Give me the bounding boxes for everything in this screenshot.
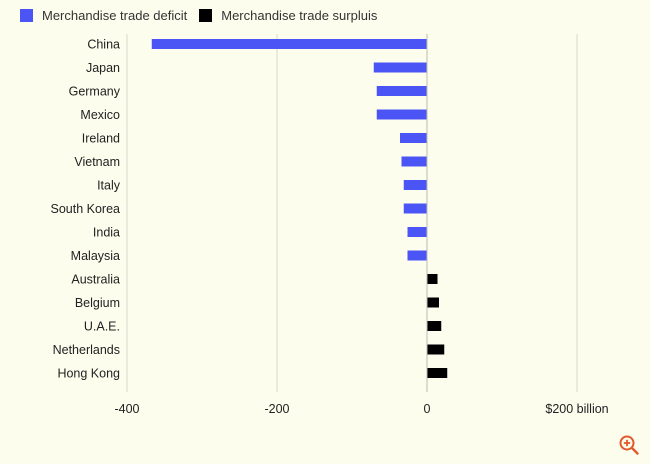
category-label: U.A.E. (84, 320, 120, 334)
bar (427, 274, 438, 284)
legend-label-surplus: Merchandise trade surpluis (221, 7, 378, 23)
category-label: Japan (86, 61, 120, 75)
category-label: Italy (97, 179, 121, 193)
bar (376, 109, 427, 120)
bar (403, 180, 427, 190)
bar (403, 203, 427, 214)
legend-item-surplus: Merchandise trade surpluis (199, 8, 377, 23)
category-label: China (87, 38, 120, 52)
x-tick-label: 0 (424, 402, 431, 416)
x-tick-label: -200 (264, 402, 289, 416)
bar (427, 368, 448, 378)
category-label: Belgium (75, 296, 120, 310)
bar (427, 297, 439, 308)
bar (427, 344, 445, 355)
category-label: Germany (69, 85, 121, 99)
legend-label-deficit: Merchandise trade deficit (42, 7, 188, 23)
bar (427, 321, 442, 331)
category-label: Vietnam (74, 155, 120, 169)
category-label: Australia (71, 273, 120, 287)
bar (400, 133, 427, 143)
legend-swatch-surplus (199, 8, 213, 22)
x-tick-label: $200 billion (545, 402, 608, 416)
bar (376, 86, 427, 96)
category-label: Malaysia (71, 249, 120, 263)
bar-chart: -400 -200 0 $200 billion China Japan Germany Me… (51, 34, 609, 416)
x-tick-label: -400 (114, 402, 139, 416)
bar (407, 227, 427, 237)
category-label: Hong Kong (57, 367, 120, 381)
legend-item-deficit: Merchandise trade deficit (20, 8, 187, 23)
category-label: South Korea (51, 202, 121, 216)
bar (373, 62, 427, 73)
category-label: Netherlands (53, 343, 120, 357)
zoom-in-icon[interactable] (618, 434, 640, 456)
category-label: India (93, 226, 120, 240)
legend-swatch-deficit (20, 8, 33, 22)
legend: Merchandise trade deficit Merchandise tr… (20, 5, 389, 25)
bar (407, 250, 427, 261)
bar (401, 156, 427, 167)
category-label: Mexico (80, 108, 120, 122)
bar (151, 39, 427, 49)
category-label: Ireland (82, 132, 120, 146)
